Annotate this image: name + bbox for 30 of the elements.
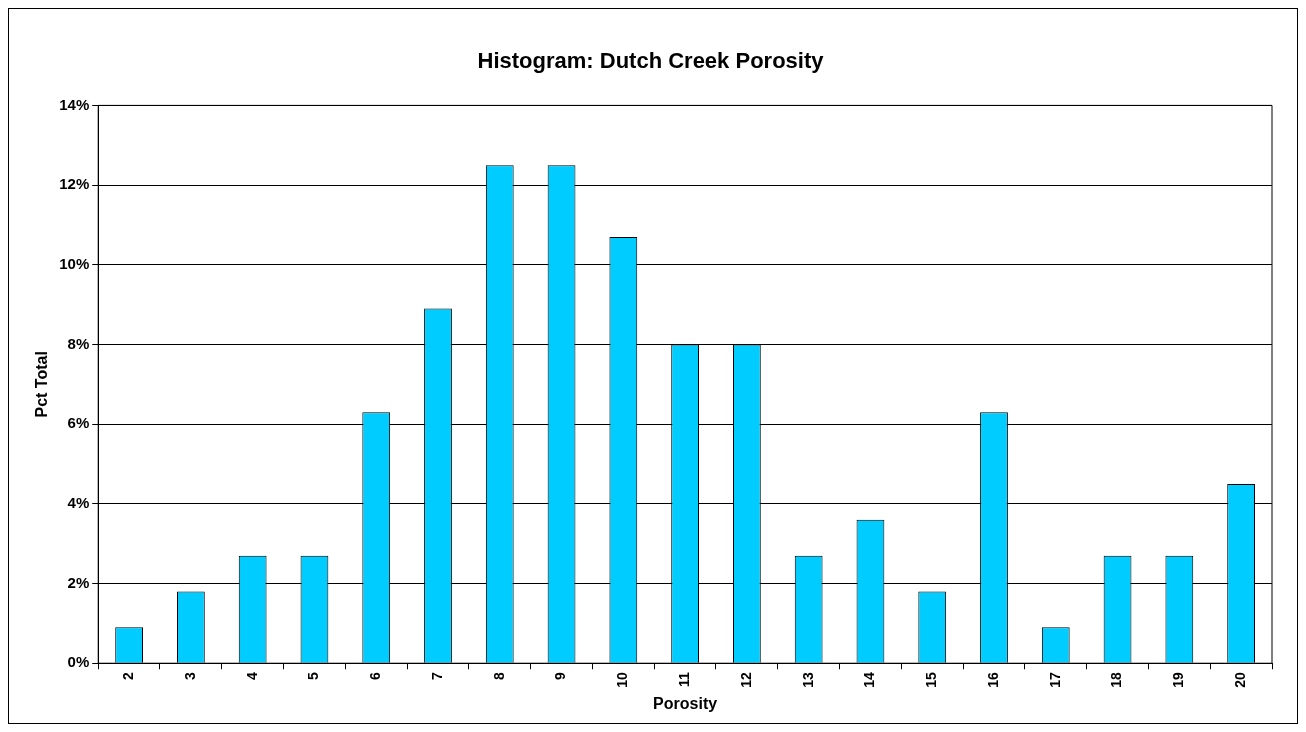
x-tick-label: 11	[675, 672, 692, 688]
x-tick-label: 10	[614, 672, 631, 688]
x-tick-label: 18	[1108, 672, 1125, 688]
x-axis-title: Porosity	[653, 694, 718, 712]
x-tick-label: 15	[923, 672, 940, 688]
x-tick-label: 14	[861, 672, 878, 688]
y-tick-label: 2%	[67, 573, 90, 591]
x-tick-label: 9	[552, 672, 569, 681]
y-tick-label: 12%	[59, 175, 90, 193]
y-tick-label: 0%	[67, 653, 90, 671]
x-tick-label: 16	[984, 672, 1001, 688]
chart-title: Histogram: Dutch Creek Porosity	[477, 48, 825, 74]
x-tick-label: 5	[305, 672, 322, 681]
x-tick-label: 20	[1231, 672, 1248, 688]
x-tick-label: 7	[428, 672, 445, 681]
y-tick-label: 14%	[59, 95, 90, 113]
x-tick-label: 13	[799, 672, 816, 688]
y-tick-label: 6%	[67, 414, 90, 432]
x-tick-label: 6	[367, 672, 384, 681]
y-tick-label: 8%	[67, 334, 90, 352]
x-tick-label: 8	[490, 672, 507, 681]
y-tick-label: 10%	[59, 254, 90, 272]
x-tick-label: 19	[1170, 672, 1187, 688]
x-tick-label: 17	[1046, 672, 1063, 688]
x-tick-label: 4	[243, 672, 260, 681]
x-tick-label: 12	[737, 672, 754, 688]
x-tick-label: 3	[181, 672, 198, 681]
x-tick-label: 2	[119, 672, 136, 681]
y-axis-title: Pct Total	[33, 351, 51, 418]
y-tick-label: 4%	[67, 493, 90, 511]
